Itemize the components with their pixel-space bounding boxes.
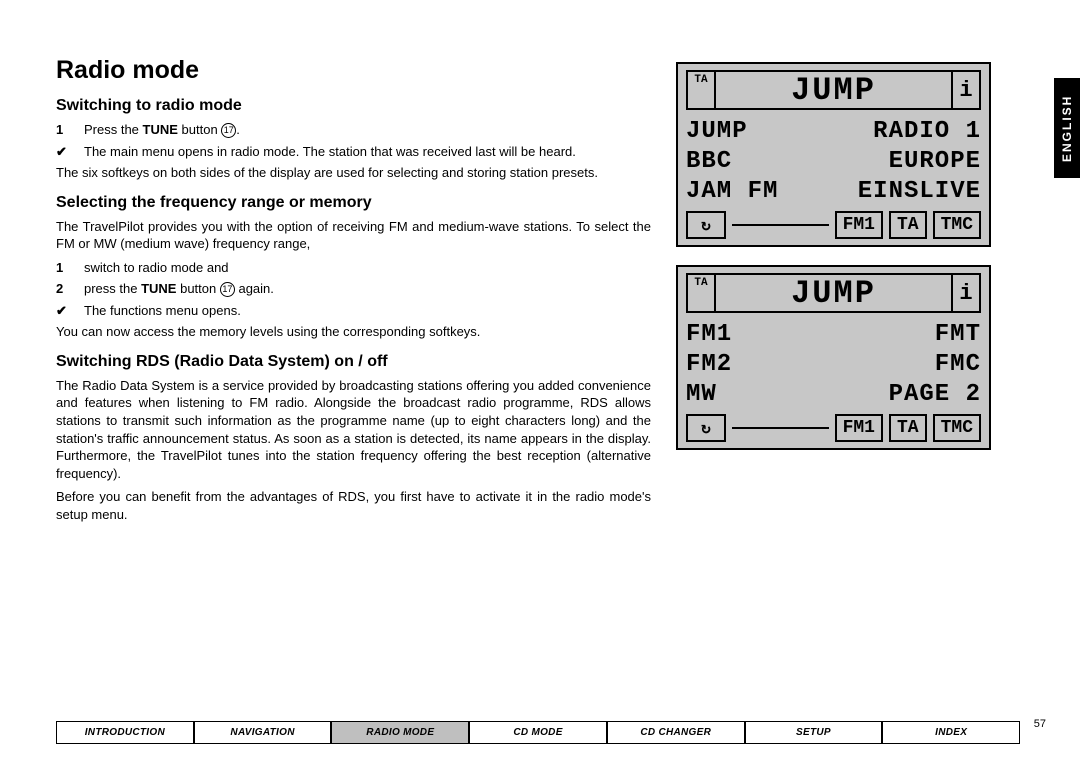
step-text: press the TUNE button 17 again. <box>84 280 651 298</box>
nav-item[interactable]: CD Mode <box>469 721 607 744</box>
lcd-title: JUMP <box>716 70 951 110</box>
body-paragraph: The six softkeys on both sides of the di… <box>56 164 651 182</box>
nav-item[interactable]: Radio Mode <box>331 721 469 744</box>
lcd-cell: JUMP <box>686 118 834 145</box>
nav-item[interactable]: CD Changer <box>607 721 745 744</box>
lcd-cell: FM2 <box>686 351 834 378</box>
language-tab[interactable]: ENGLISH <box>1054 78 1080 178</box>
result-text: The functions menu opens. <box>84 302 651 320</box>
nav-item[interactable]: Setup <box>745 721 883 744</box>
section1-heading: Switching to radio mode <box>56 97 651 115</box>
nav-item[interactable]: Index <box>882 721 1020 744</box>
lcd-cell: MW <box>686 381 834 408</box>
lcd-pill: TA <box>889 211 927 239</box>
lcd-cell: FM1 <box>686 321 834 348</box>
step-row: 1 switch to radio mode and <box>56 259 651 277</box>
body-paragraph: Before you can benefit from the advantag… <box>56 488 651 523</box>
lcd-cell: BBC <box>686 148 834 175</box>
page-title: Radio mode <box>56 56 651 85</box>
step-row: 2 press the TUNE button 17 again. <box>56 280 651 298</box>
step-text: switch to radio mode and <box>84 259 651 277</box>
result-text: The main menu opens in radio mode. The s… <box>84 143 651 161</box>
lcd-cell: FMC <box>834 351 982 378</box>
nav-item[interactable]: Navigation <box>194 721 332 744</box>
lcd-title: JUMP <box>716 273 951 313</box>
lcd-cell: FMT <box>834 321 982 348</box>
page-number: 57 <box>1020 718 1046 744</box>
lcd-display-2: TA JUMP i FM1 FMT FM2 FMC MW PAGE 2 <box>676 265 991 450</box>
step-number: 1 <box>56 121 84 139</box>
ta-indicator: TA <box>686 273 716 313</box>
lcd-cell: EUROPE <box>834 148 982 175</box>
checkmark-icon: ✔ <box>56 302 84 320</box>
step-text: Press the TUNE button 17. <box>84 121 651 139</box>
lcd-display-1: TA JUMP i JUMP RADIO 1 BBC EUROPE JAM FM… <box>676 62 991 247</box>
result-row: ✔ The main menu opens in radio mode. The… <box>56 143 651 161</box>
body-paragraph: You can now access the memory levels usi… <box>56 323 651 341</box>
section3-heading: Switching RDS (Radio Data System) on / o… <box>56 353 651 371</box>
bottom-nav: IntroductionNavigationRadio ModeCD ModeC… <box>56 718 1046 744</box>
lcd-cell: EINSLIVE <box>834 178 982 205</box>
button-ref-icon: 17 <box>221 123 236 138</box>
lcd-pill: FM1 <box>835 211 883 239</box>
lcd-pill: FM1 <box>835 414 883 442</box>
body-paragraph: The TravelPilot provides you with the op… <box>56 218 651 253</box>
body-paragraph: The Radio Data System is a service provi… <box>56 377 651 482</box>
lcd-cell: JAM FM <box>686 178 834 205</box>
lcd-cell: RADIO 1 <box>834 118 982 145</box>
lcd-pill: TMC <box>933 211 981 239</box>
nav-item[interactable]: Introduction <box>56 721 194 744</box>
lcd-cell: PAGE 2 <box>834 381 982 408</box>
lcd-pill: TMC <box>933 414 981 442</box>
divider <box>732 427 829 429</box>
step-number: 2 <box>56 280 84 298</box>
ta-indicator: TA <box>686 70 716 110</box>
recycle-icon: ↻ <box>686 211 726 239</box>
info-icon: i <box>951 273 981 313</box>
info-icon: i <box>951 70 981 110</box>
checkmark-icon: ✔ <box>56 143 84 161</box>
lcd-pill: TA <box>889 414 927 442</box>
step-row: 1 Press the TUNE button 17. <box>56 121 651 139</box>
step-number: 1 <box>56 259 84 277</box>
section2-heading: Selecting the frequency range or memory <box>56 194 651 212</box>
button-ref-icon: 17 <box>220 282 235 297</box>
divider <box>732 224 829 226</box>
result-row: ✔ The functions menu opens. <box>56 302 651 320</box>
recycle-icon: ↻ <box>686 414 726 442</box>
